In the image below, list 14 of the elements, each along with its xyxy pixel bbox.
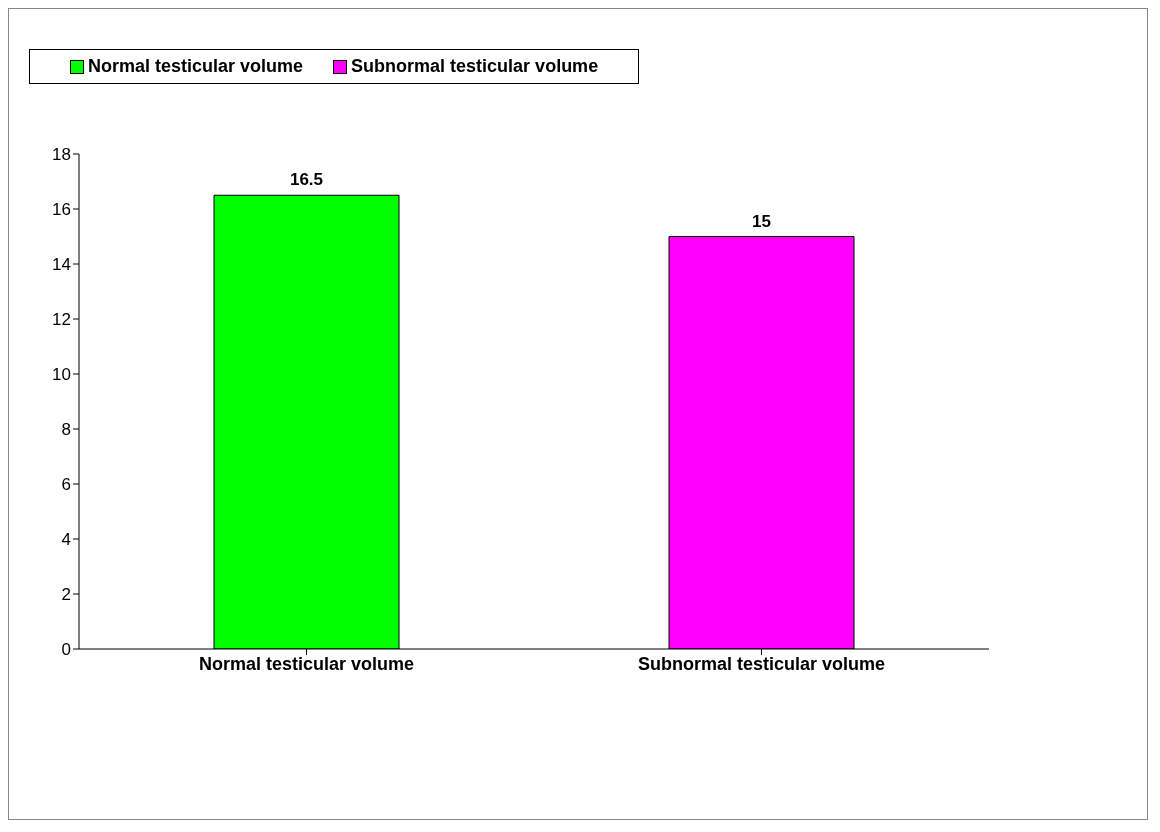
y-tick-label: 6 [61,475,71,495]
y-tick-label: 8 [61,420,71,440]
y-tick-label: 2 [61,585,71,605]
data-label: 16.5 [289,170,324,190]
data-label: 15 [752,211,771,231]
y-tick-label: 10 [52,365,71,385]
y-tick-label: 14 [52,255,71,275]
y-tick-label: 18 [52,145,71,165]
y-tick-label: 4 [61,530,71,550]
legend-label: Normal testicular volume [87,56,304,77]
y-tick-label: 0 [61,640,71,660]
y-tick-label: 16 [52,200,71,220]
legend-label: Subnormal testicular volume [350,56,599,77]
y-tick-label: 12 [52,310,71,330]
